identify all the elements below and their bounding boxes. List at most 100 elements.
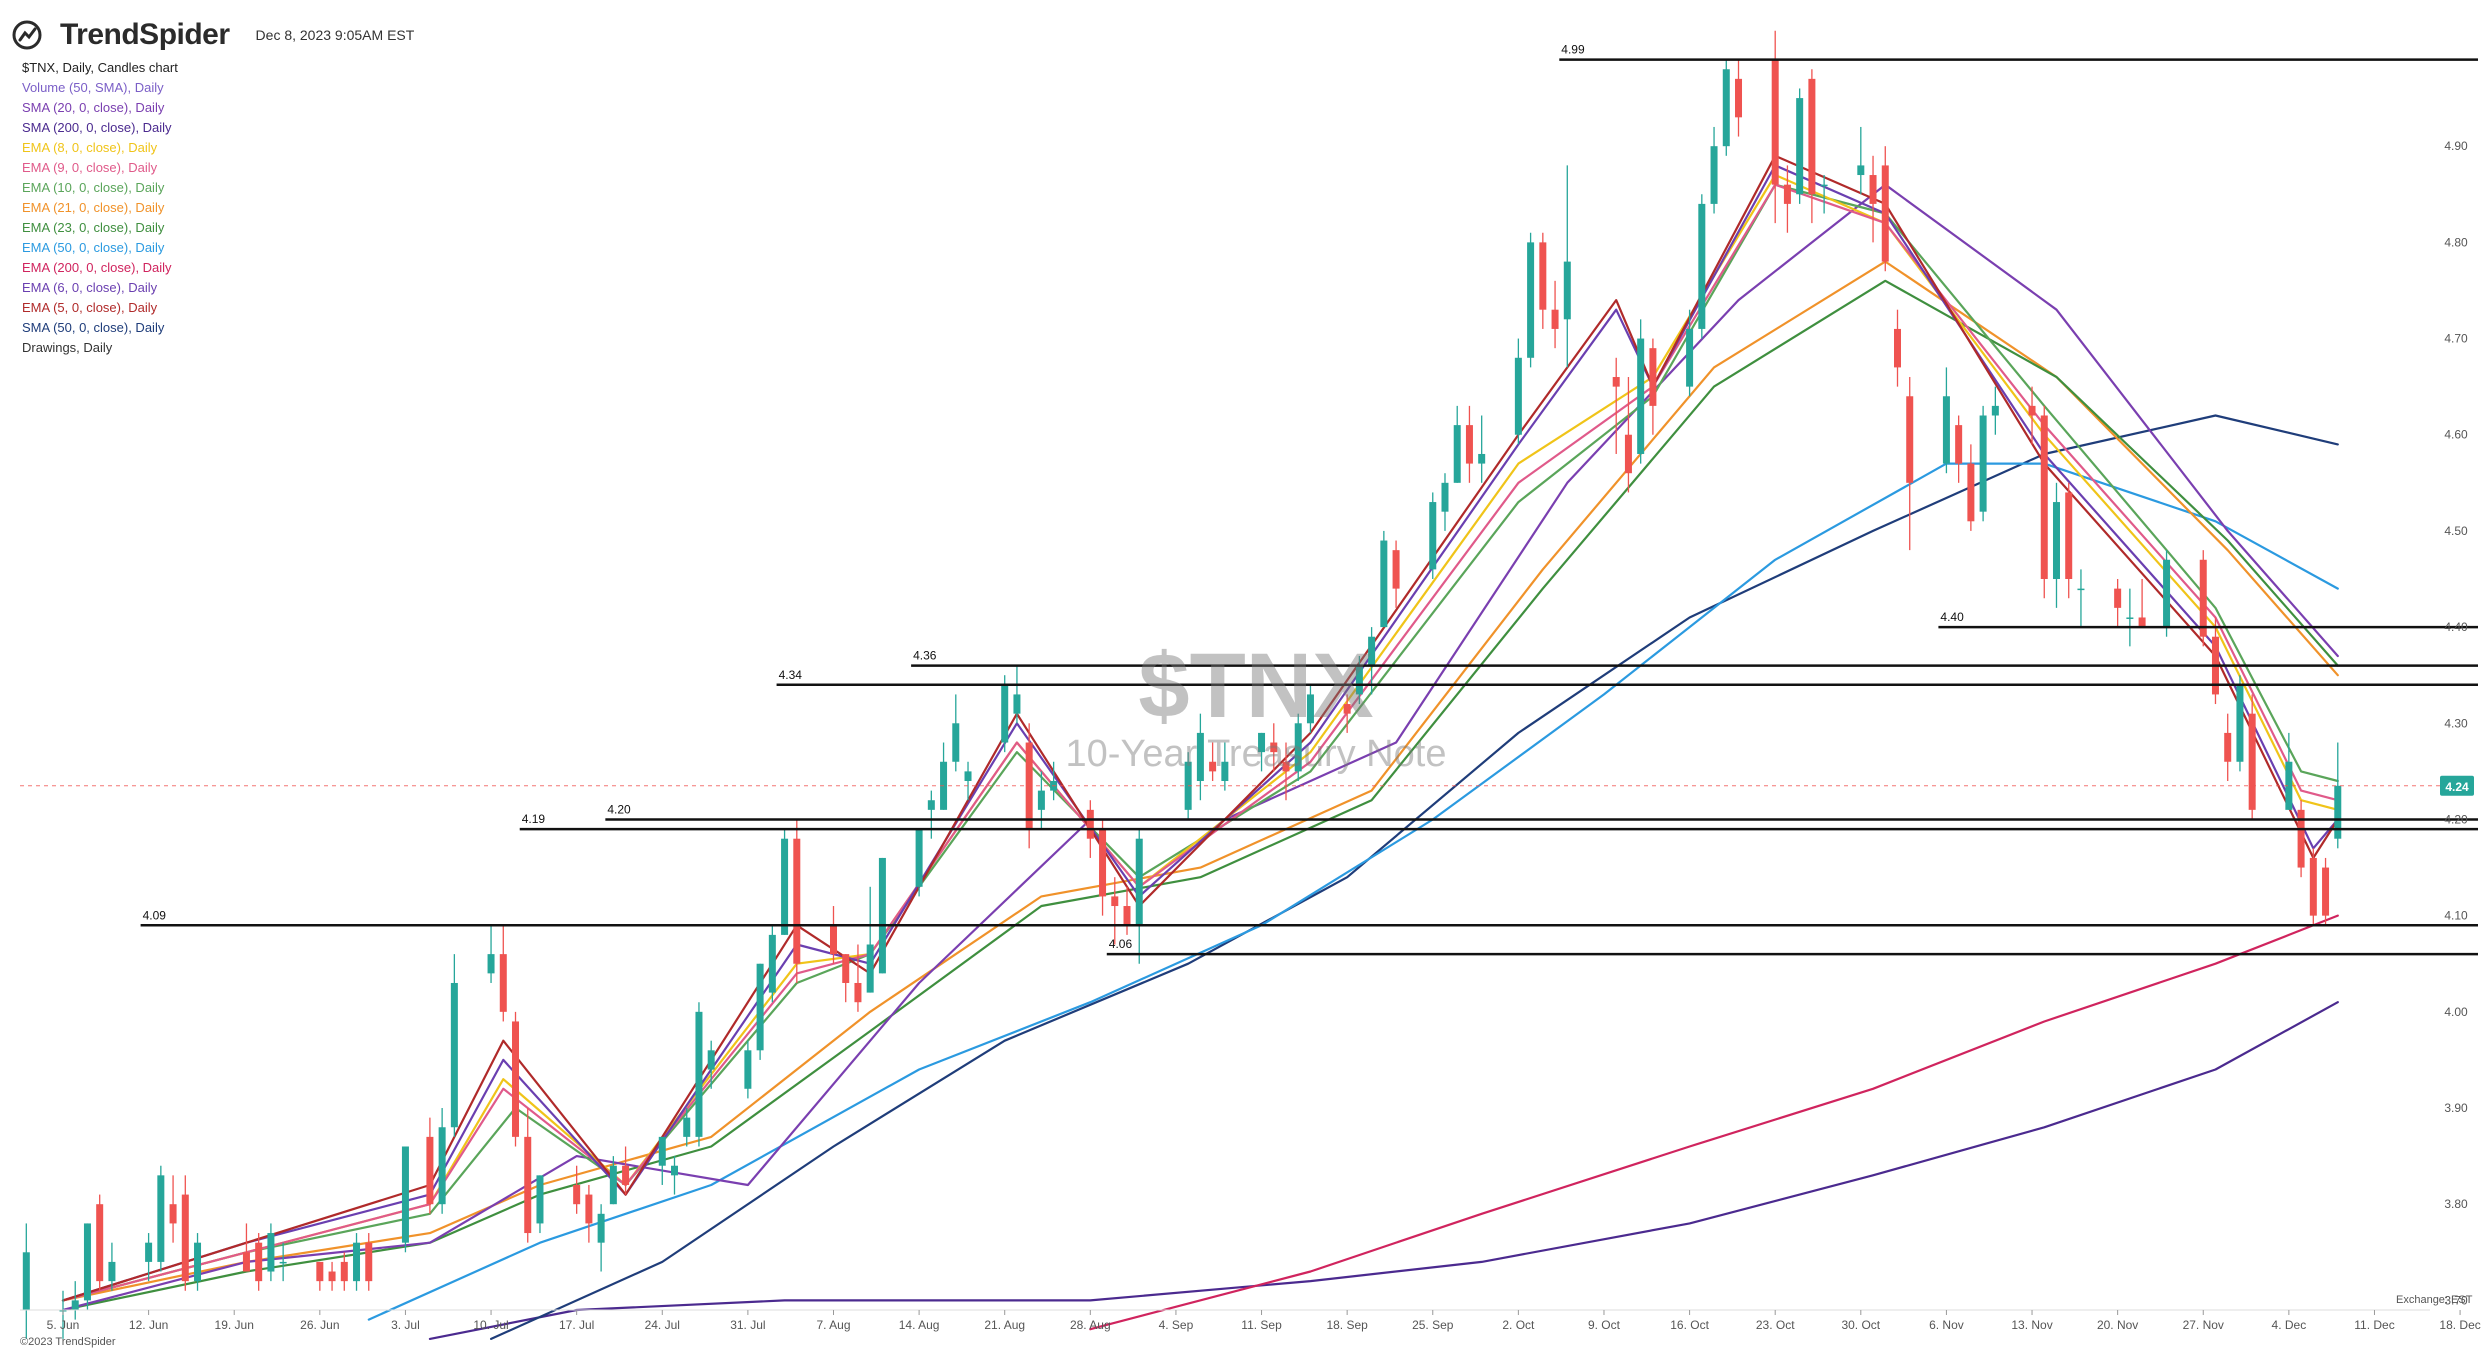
legend-item[interactable]: SMA (200, 0, close), Daily [22, 120, 172, 135]
candle[interactable] [878, 857, 886, 974]
candle[interactable] [2126, 588, 2134, 647]
candle[interactable] [915, 829, 923, 897]
candle[interactable] [1013, 665, 1021, 724]
candle[interactable] [2285, 732, 2293, 810]
legend-item[interactable]: EMA (200, 0, close), Daily [22, 260, 172, 275]
candle[interactable] [573, 1165, 581, 1214]
level-line-4-06[interactable]: 4.06 [1106, 937, 2478, 956]
candle[interactable] [96, 1194, 104, 1291]
candle[interactable] [450, 954, 458, 1137]
candle[interactable] [671, 1156, 678, 1195]
candle[interactable] [157, 1165, 165, 1272]
candle[interactable] [1514, 338, 1522, 445]
candle[interactable] [927, 790, 935, 839]
candle[interactable] [1465, 405, 1473, 483]
ma-line[interactable] [61, 279, 2339, 1312]
candle[interactable] [1294, 713, 1302, 781]
candle[interactable] [1001, 675, 1009, 753]
level-line-4-99[interactable]: 4.99 [1559, 43, 2478, 61]
candle[interactable] [940, 742, 948, 810]
candle[interactable] [866, 886, 874, 993]
ma-line[interactable] [1089, 914, 2339, 1331]
candle[interactable] [756, 963, 764, 1060]
candle[interactable] [328, 1261, 336, 1291]
candle[interactable] [1099, 819, 1107, 916]
candle[interactable] [842, 954, 850, 1003]
legend-item[interactable]: Drawings, Daily [22, 340, 113, 355]
candle[interactable] [255, 1233, 263, 1291]
legend-item[interactable]: EMA (5, 0, close), Daily [22, 300, 158, 315]
candle[interactable] [1979, 405, 1987, 522]
candle[interactable] [1380, 530, 1388, 628]
candle[interactable] [2309, 848, 2317, 926]
candle[interactable] [512, 1011, 520, 1147]
candle[interactable] [964, 761, 972, 801]
candle[interactable] [145, 1233, 153, 1282]
candle[interactable] [1735, 59, 1743, 137]
level-line-4-40[interactable]: 4.40 [1938, 610, 2478, 629]
candle[interactable] [1722, 59, 1730, 156]
candle[interactable] [1368, 627, 1376, 695]
candle[interactable] [2114, 579, 2122, 628]
ma-line[interactable] [61, 260, 2339, 1302]
candle[interactable] [1209, 742, 1217, 781]
candle[interactable] [1343, 694, 1351, 733]
candle[interactable] [597, 1204, 605, 1272]
level-line-4-19[interactable]: 4.19 [519, 812, 2478, 831]
legend-item[interactable]: EMA (6, 0, close), Daily [22, 280, 158, 295]
candle[interactable] [316, 1261, 324, 1291]
candle[interactable] [1135, 829, 1143, 964]
candle[interactable] [695, 1002, 703, 1147]
candle[interactable] [1282, 742, 1290, 801]
candle[interactable] [768, 925, 776, 1003]
candle[interactable] [1429, 492, 1437, 580]
candle[interactable] [1221, 742, 1229, 791]
candle[interactable] [1783, 165, 1791, 233]
candle[interactable] [2224, 713, 2232, 781]
candle[interactable] [1453, 405, 1461, 483]
candle[interactable] [426, 1117, 434, 1214]
candle[interactable] [2138, 579, 2146, 628]
candle[interactable] [2199, 550, 2207, 647]
candle[interactable] [1698, 194, 1706, 339]
candle[interactable] [2052, 482, 2060, 608]
candle[interactable] [1820, 175, 1828, 214]
legend-item[interactable]: EMA (21, 0, close), Daily [22, 200, 165, 215]
candle[interactable] [781, 829, 789, 935]
candle[interactable] [1869, 155, 1877, 243]
candle[interactable] [2163, 550, 2171, 637]
legend-item[interactable]: EMA (8, 0, close), Daily [22, 140, 158, 155]
candle[interactable] [1710, 126, 1718, 214]
candle[interactable] [1392, 540, 1400, 608]
candle[interactable] [854, 944, 862, 1012]
candle[interactable] [622, 1146, 630, 1195]
candle[interactable] [1196, 713, 1204, 801]
candle[interactable] [181, 1175, 189, 1291]
candle[interactable] [1527, 232, 1535, 368]
candle[interactable] [1551, 280, 1559, 349]
candle[interactable] [1123, 886, 1131, 935]
candle[interactable] [71, 1281, 79, 1320]
candle[interactable] [683, 1108, 691, 1147]
candle[interactable] [1808, 69, 1816, 224]
candle[interactable] [2077, 569, 2085, 628]
candle[interactable] [536, 1175, 544, 1234]
level-line-4-09[interactable]: 4.09 [140, 908, 2478, 927]
candle[interactable] [1881, 146, 1889, 272]
candle[interactable] [1111, 877, 1119, 945]
candle[interactable] [1906, 377, 1914, 551]
candle[interactable] [1612, 357, 1620, 454]
candle[interactable] [2297, 800, 2305, 878]
candle[interactable] [1355, 655, 1363, 705]
candle[interactable] [829, 906, 837, 964]
candle[interactable] [1967, 444, 1975, 531]
candle[interactable] [744, 1040, 752, 1099]
candle[interactable] [793, 819, 801, 983]
candle[interactable] [1942, 367, 1950, 474]
candle[interactable] [438, 1108, 446, 1214]
legend-item[interactable]: EMA (23, 0, close), Daily [22, 220, 165, 235]
candle[interactable] [707, 1040, 715, 1089]
level-line-4-20[interactable]: 4.20 [605, 802, 2478, 821]
candle[interactable] [267, 1223, 275, 1282]
